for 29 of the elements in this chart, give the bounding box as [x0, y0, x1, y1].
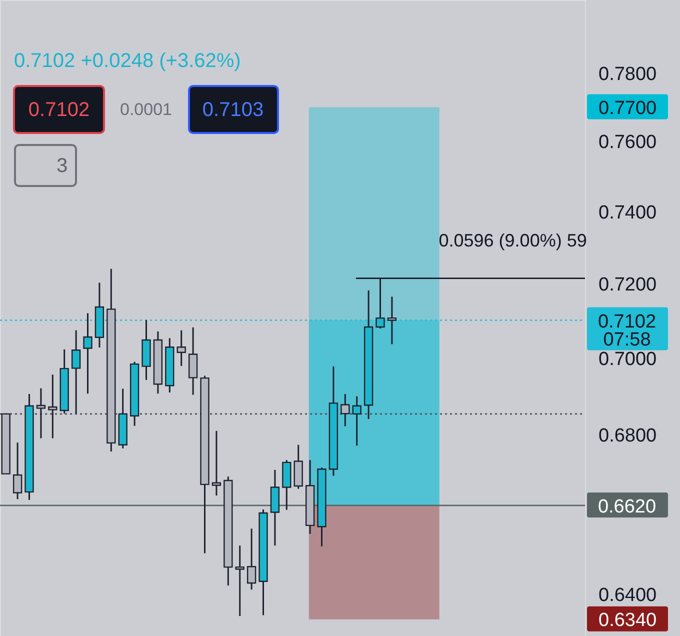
y-tick-label: 0.7400: [598, 202, 657, 224]
candlestick: [176, 330, 186, 367]
text: 0.7102 +0.0248 (+3.62%): [14, 50, 241, 72]
y-tick-label: 0.6800: [598, 425, 657, 446]
ref-line-label: 0.6620: [598, 496, 656, 518]
y-tick-label: 0.7200: [598, 274, 657, 296]
candlestick: [71, 330, 81, 414]
annotation: 3: [56, 155, 68, 177]
candlestick: [352, 396, 362, 446]
candlestick: [387, 296, 397, 345]
candlestick: [340, 393, 350, 428]
candlestick: [188, 326, 198, 396]
y-tick-label: 0.6400: [598, 585, 657, 606]
candlestick: [235, 544, 244, 617]
annotation: 0.0596 (9.00%) 59: [438, 230, 587, 250]
annotation: 0.7103: [202, 99, 264, 121]
y-tick-label: 0.7600: [598, 132, 657, 154]
y-tick-label: 0.7000: [598, 348, 657, 370]
y-tick-label: 0.7800: [598, 64, 657, 85]
candlestick: [212, 430, 222, 496]
y-tick-label: 0.7700: [598, 98, 657, 119]
ref-line-label: 0.7102 07:58: [598, 311, 656, 350]
candlestick: [12, 442, 22, 500]
annotation: 0.7102: [28, 99, 90, 121]
candlestick: [246, 528, 256, 590]
candlestick: [36, 388, 46, 440]
y-tick-label: 0.6340: [598, 610, 657, 631]
annotation: 0.0001: [120, 100, 172, 119]
candlestick: [48, 374, 58, 440]
